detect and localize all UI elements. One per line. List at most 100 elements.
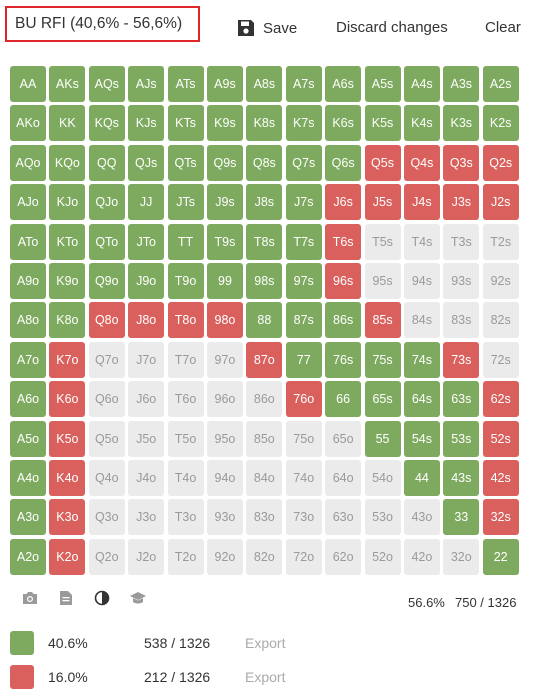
hand-cell-j7s[interactable]: J7s — [285, 184, 322, 221]
hand-cell-a8s[interactable]: A8s — [246, 66, 283, 102]
hand-cell-99[interactable]: 99 — [206, 262, 243, 299]
hand-cell-63s[interactable]: 63s — [443, 381, 480, 418]
hand-cell-k5s[interactable]: K5s — [364, 105, 401, 142]
hand-cell-a9o[interactable]: A9o — [10, 262, 46, 299]
hand-cell-k3s[interactable]: K3s — [443, 105, 480, 142]
hand-cell-qts[interactable]: QTs — [167, 144, 204, 181]
hand-cell-65s[interactable]: 65s — [364, 381, 401, 418]
hand-cell-q3s[interactable]: Q3s — [443, 144, 480, 181]
hand-cell-q5o[interactable]: Q5o — [88, 420, 125, 457]
hand-cell-k2o[interactable]: K2o — [49, 538, 86, 575]
hand-cell-88[interactable]: 88 — [246, 302, 283, 339]
hand-cell-82o[interactable]: 82o — [246, 538, 283, 575]
hand-cell-74o[interactable]: 74o — [285, 459, 322, 496]
hand-cell-q8o[interactable]: Q8o — [88, 302, 125, 339]
hand-cell-jts[interactable]: JTs — [167, 184, 204, 221]
hand-cell-42s[interactable]: 42s — [482, 459, 519, 496]
hand-cell-a5o[interactable]: A5o — [10, 420, 46, 457]
color-swatch-green[interactable] — [10, 631, 34, 655]
hand-cell-q4o[interactable]: Q4o — [88, 459, 125, 496]
hand-cell-t3s[interactable]: T3s — [443, 223, 480, 260]
hand-cell-64o[interactable]: 64o — [325, 459, 362, 496]
hand-cell-95s[interactable]: 95s — [364, 262, 401, 299]
hand-cell-a4s[interactable]: A4s — [403, 66, 440, 102]
hand-cell-t5o[interactable]: T5o — [167, 420, 204, 457]
hand-cell-q7o[interactable]: Q7o — [88, 341, 125, 378]
hand-cell-k9o[interactable]: K9o — [49, 262, 86, 299]
hand-cell-a4o[interactable]: A4o — [10, 459, 46, 496]
hand-cell-92o[interactable]: 92o — [206, 538, 243, 575]
hand-cell-ako[interactable]: AKo — [10, 105, 46, 142]
hand-cell-87o[interactable]: 87o — [246, 341, 283, 378]
range-title[interactable]: BU RFI (40,6% - 56,6%) — [5, 6, 200, 42]
hand-cell-ajo[interactable]: AJo — [10, 184, 46, 221]
hand-cell-k3o[interactable]: K3o — [49, 499, 86, 536]
hand-cell-q2o[interactable]: Q2o — [88, 538, 125, 575]
hand-cell-a9s[interactable]: A9s — [206, 66, 243, 102]
hand-cell-j4o[interactable]: J4o — [128, 459, 165, 496]
hand-cell-a8o[interactable]: A8o — [10, 302, 46, 339]
hand-cell-52o[interactable]: 52o — [364, 538, 401, 575]
hand-cell-97o[interactable]: 97o — [206, 341, 243, 378]
hand-cell-93s[interactable]: 93s — [443, 262, 480, 299]
hand-cell-83s[interactable]: 83s — [443, 302, 480, 339]
hand-cell-t2s[interactable]: T2s — [482, 223, 519, 260]
hand-cell-73s[interactable]: 73s — [443, 341, 480, 378]
hand-cell-32o[interactable]: 32o — [443, 538, 480, 575]
hand-cell-qjo[interactable]: QJo — [88, 184, 125, 221]
hand-cell-j5s[interactable]: J5s — [364, 184, 401, 221]
hand-cell-a7o[interactable]: A7o — [10, 341, 46, 378]
hand-cell-76s[interactable]: 76s — [325, 341, 362, 378]
hand-cell-k7s[interactable]: K7s — [285, 105, 322, 142]
hand-cell-kto[interactable]: KTo — [49, 223, 86, 260]
hand-cell-j3s[interactable]: J3s — [443, 184, 480, 221]
hand-cell-42o[interactable]: 42o — [403, 538, 440, 575]
hand-cell-77[interactable]: 77 — [285, 341, 322, 378]
hand-cell-k9s[interactable]: K9s — [206, 105, 243, 142]
hand-cell-q6s[interactable]: Q6s — [325, 144, 362, 181]
hand-cell-aqo[interactable]: AQo — [10, 144, 46, 181]
hand-cell-22[interactable]: 22 — [482, 538, 519, 575]
contrast-icon[interactable] — [92, 588, 112, 608]
hand-cell-j6s[interactable]: J6s — [325, 184, 362, 221]
hand-cell-qq[interactable]: QQ — [88, 144, 125, 181]
hand-cell-a6s[interactable]: A6s — [325, 66, 362, 102]
hand-cell-q9o[interactable]: Q9o — [88, 262, 125, 299]
hand-cell-93o[interactable]: 93o — [206, 499, 243, 536]
hand-cell-a6o[interactable]: A6o — [10, 381, 46, 418]
hand-cell-k6o[interactable]: K6o — [49, 381, 86, 418]
hand-cell-t2o[interactable]: T2o — [167, 538, 204, 575]
hand-cell-43s[interactable]: 43s — [443, 459, 480, 496]
hand-cell-74s[interactable]: 74s — [403, 341, 440, 378]
hand-cell-j6o[interactable]: J6o — [128, 381, 165, 418]
hand-cell-65o[interactable]: 65o — [325, 420, 362, 457]
hand-cell-84o[interactable]: 84o — [246, 459, 283, 496]
hand-cell-k7o[interactable]: K7o — [49, 341, 86, 378]
hand-cell-t3o[interactable]: T3o — [167, 499, 204, 536]
hand-cell-q6o[interactable]: Q6o — [88, 381, 125, 418]
hand-cell-kjs[interactable]: KJs — [128, 105, 165, 142]
hand-cell-86o[interactable]: 86o — [246, 381, 283, 418]
hand-cell-87s[interactable]: 87s — [285, 302, 322, 339]
hand-cell-92s[interactable]: 92s — [482, 262, 519, 299]
hand-cell-32s[interactable]: 32s — [482, 499, 519, 536]
export-link[interactable]: Export — [245, 635, 286, 651]
hand-cell-t9s[interactable]: T9s — [206, 223, 243, 260]
hand-cell-t5s[interactable]: T5s — [364, 223, 401, 260]
hand-cell-kk[interactable]: KK — [49, 105, 86, 142]
hand-cell-96s[interactable]: 96s — [325, 262, 362, 299]
hand-cell-t8o[interactable]: T8o — [167, 302, 204, 339]
hand-cell-t6o[interactable]: T6o — [167, 381, 204, 418]
hand-cell-a2o[interactable]: A2o — [10, 538, 46, 575]
hand-cell-85s[interactable]: 85s — [364, 302, 401, 339]
camera-icon[interactable] — [20, 588, 40, 608]
hand-cell-k4o[interactable]: K4o — [49, 459, 86, 496]
hand-cell-75s[interactable]: 75s — [364, 341, 401, 378]
hand-cell-ajs[interactable]: AJs — [128, 66, 165, 102]
hand-cell-kjo[interactable]: KJo — [49, 184, 86, 221]
hand-cell-94o[interactable]: 94o — [206, 459, 243, 496]
hand-cell-62s[interactable]: 62s — [482, 381, 519, 418]
hand-cell-j9o[interactable]: J9o — [128, 262, 165, 299]
hand-cell-j8s[interactable]: J8s — [246, 184, 283, 221]
hand-cell-43o[interactable]: 43o — [403, 499, 440, 536]
